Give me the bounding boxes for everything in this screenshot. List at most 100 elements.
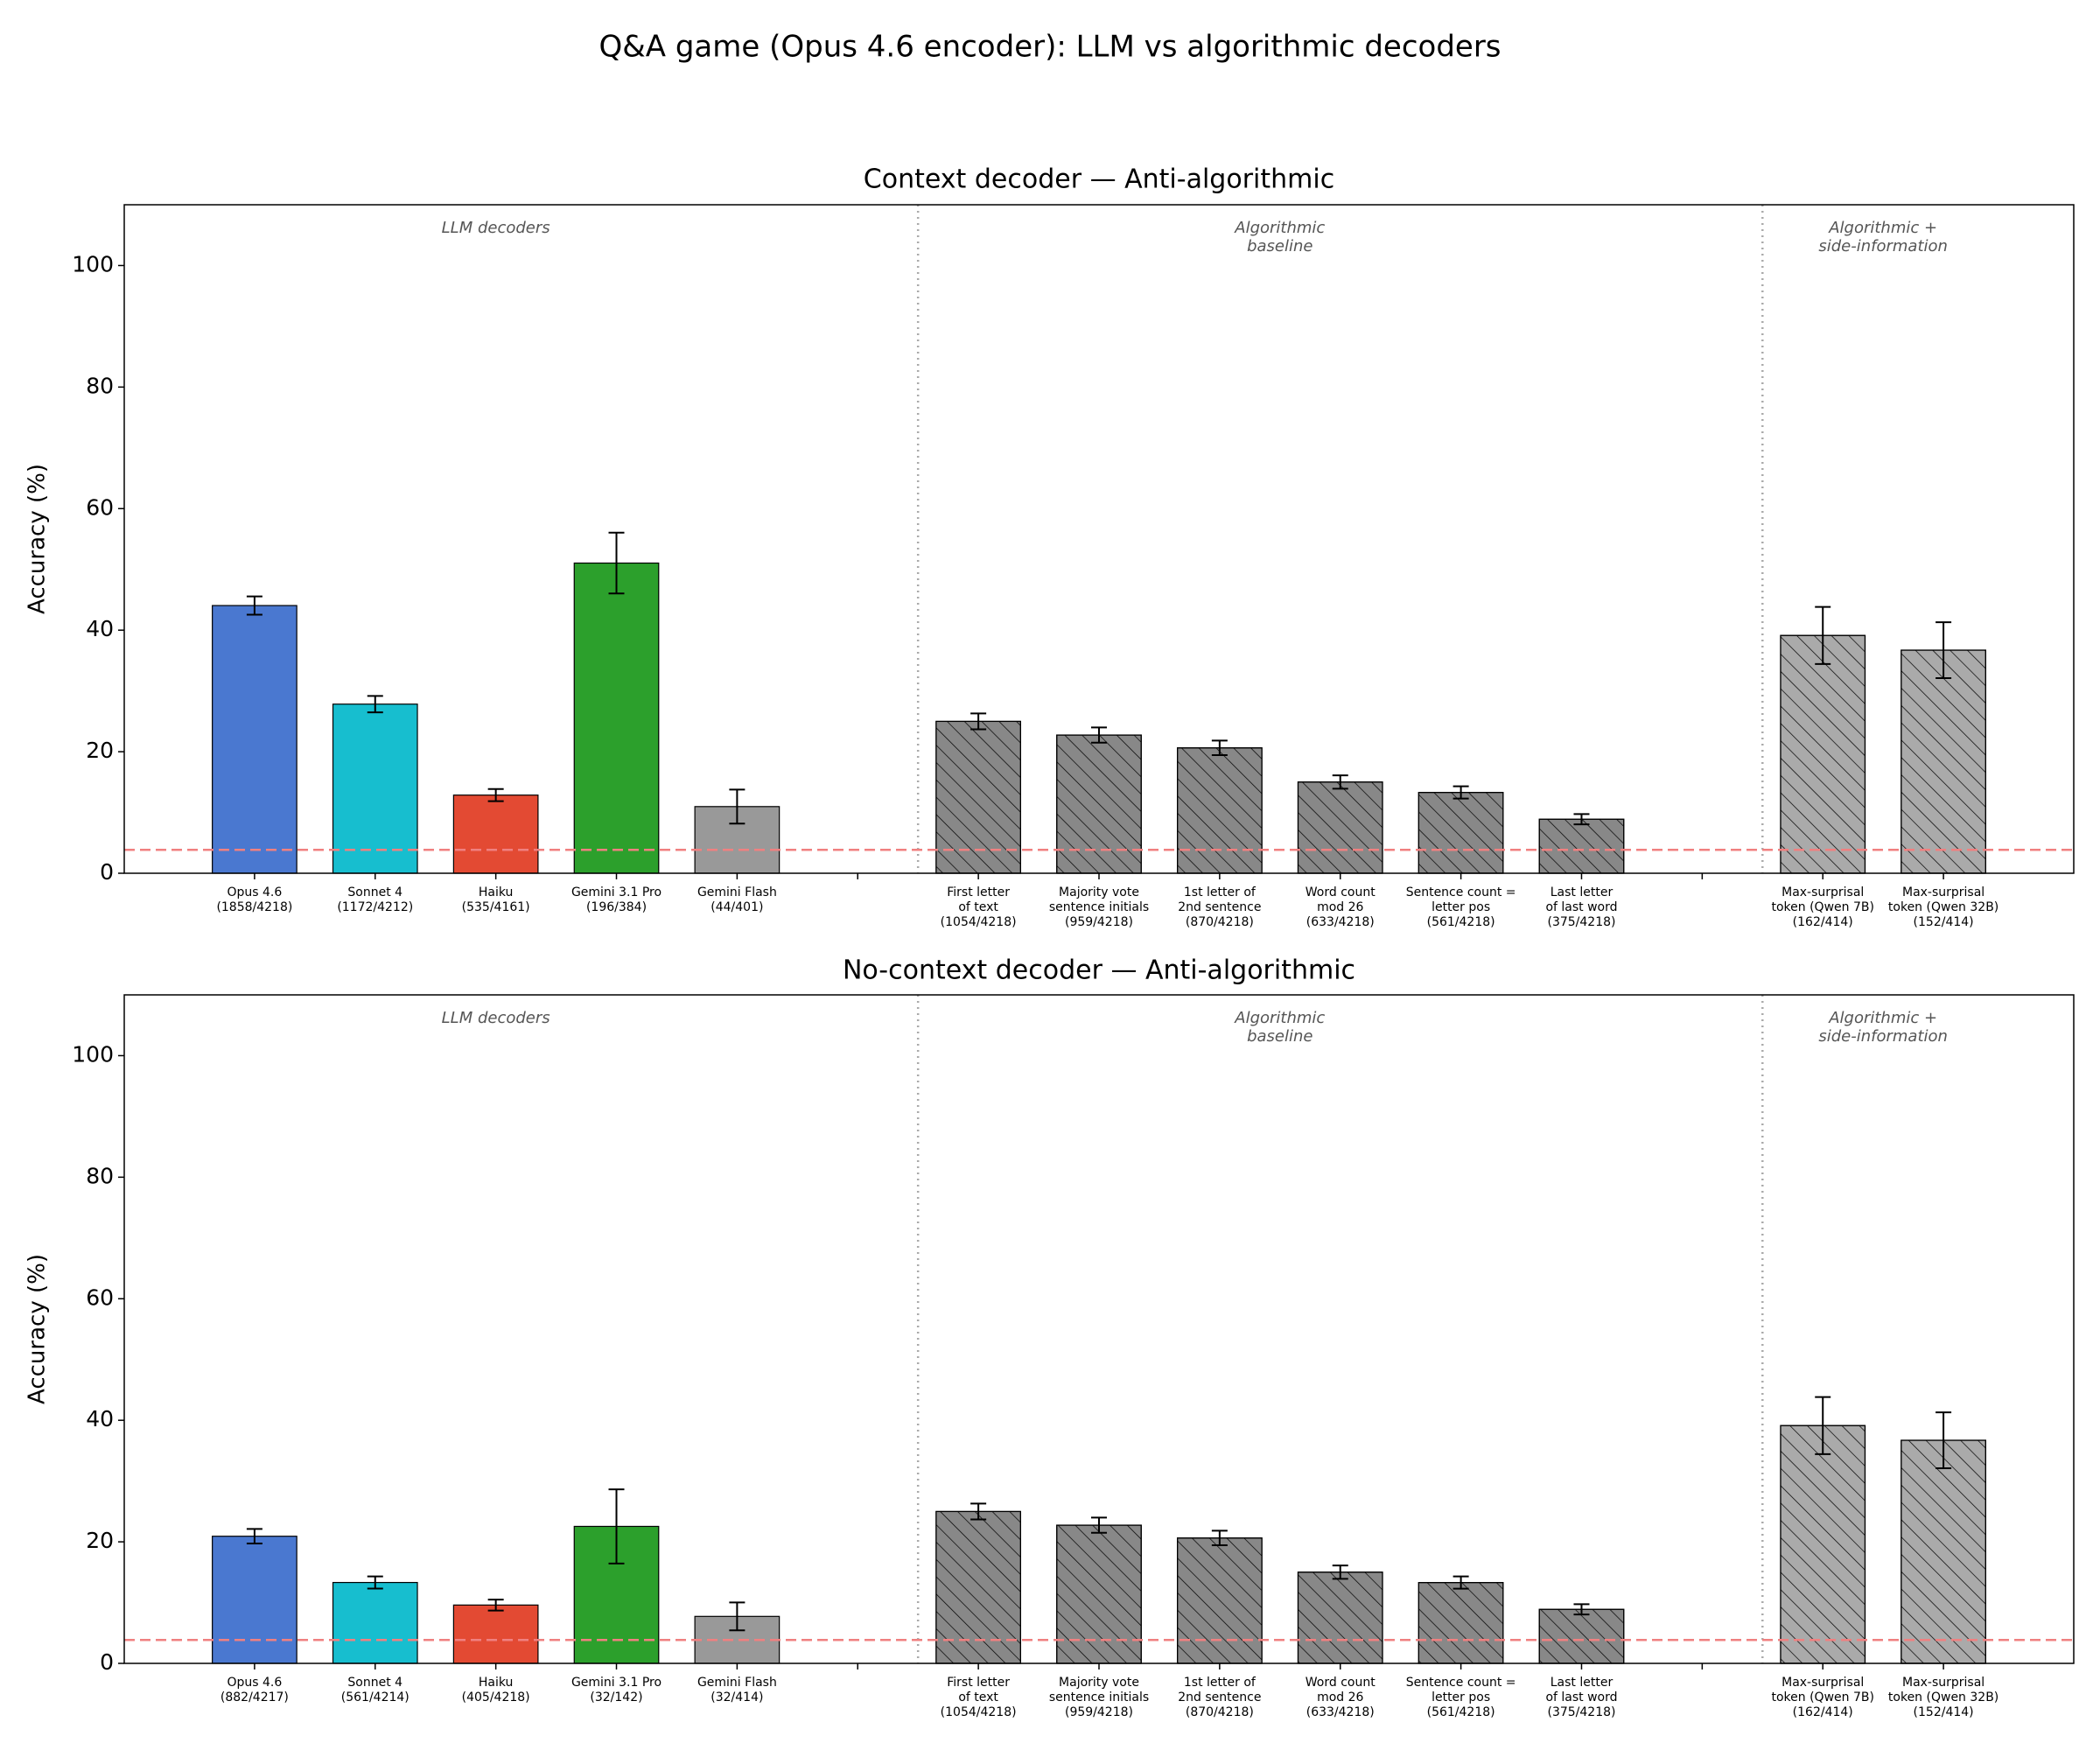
y-axis-label: Accuracy (%) — [24, 464, 51, 614]
x-tick-label: Max-surprisal token (Qwen 32B) (152/414) — [1888, 886, 1998, 929]
error-bar — [1815, 1396, 1831, 1455]
x-tick-label: Sentence count = letter pos (561/4218) — [1406, 886, 1516, 929]
error-bar — [1091, 726, 1107, 744]
bar-hatch — [1056, 1524, 1142, 1664]
y-tick-label: 20 — [86, 738, 114, 763]
bar — [573, 562, 660, 874]
x-tick-label: Gemini 3.1 Pro (32/142) — [571, 1676, 662, 1704]
error-bar — [1936, 1411, 1952, 1469]
bar-hatch — [1297, 1572, 1383, 1664]
bar-hatch — [1538, 818, 1625, 874]
y-tick-label: 60 — [86, 494, 114, 520]
bar-hatch — [1418, 792, 1504, 874]
figure-title: Q&A game (Opus 4.6 encoder): LLM vs algo… — [598, 30, 1501, 65]
bar-hatch — [1297, 781, 1383, 874]
error-bar — [1332, 1564, 1348, 1580]
chart-title: No-context decoder — Anti-algorithmic — [843, 956, 1355, 986]
error-bar — [1573, 813, 1590, 826]
chart-title: Context decoder — Anti-algorithmic — [864, 164, 1334, 195]
y-tick-label: 100 — [72, 1041, 114, 1067]
x-tick-label: Opus 4.6 (882/4217) — [220, 1676, 289, 1704]
y-tick-label: 80 — [86, 1163, 114, 1188]
error-bar — [487, 1599, 504, 1612]
x-tick-label: 1st letter of 2nd sentence (870/4218) — [1178, 886, 1261, 929]
error-bar — [1573, 1603, 1590, 1616]
y-tick-label: 40 — [86, 616, 114, 641]
x-tick-label: Sentence count = letter pos (561/4218) — [1406, 1676, 1516, 1719]
group-label: Algorithmic baseline — [1234, 1009, 1325, 1046]
x-tick-label: First letter of text (1054/4218) — [941, 1676, 1017, 1719]
error-bar — [1091, 1516, 1107, 1534]
bar — [452, 794, 539, 874]
x-tick-label: Max-surprisal token (Qwen 7B) (162/414) — [1772, 1676, 1874, 1719]
x-tick-label: Word count mod 26 (633/4218) — [1306, 886, 1376, 929]
group-label: LLM decoders — [442, 219, 550, 237]
y-tick-label: 20 — [86, 1528, 114, 1553]
bar — [332, 704, 418, 874]
bar-hatch — [1538, 1608, 1625, 1664]
x-tick-label: Last letter of last word (375/4218) — [1545, 886, 1617, 929]
error-bar — [970, 712, 987, 731]
error-bar — [729, 1601, 746, 1632]
bar-hatch — [935, 720, 1021, 874]
error-bar — [1936, 621, 1952, 679]
bar-hatch — [1900, 649, 1986, 874]
bar — [452, 1604, 539, 1664]
bar-hatch — [1780, 634, 1866, 874]
error-bar — [1211, 739, 1228, 757]
bar-hatch — [1900, 1439, 1986, 1664]
x-tick-label: Max-surprisal token (Qwen 32B) (152/414) — [1888, 1676, 1998, 1719]
y-tick-label: 0 — [100, 1649, 114, 1675]
x-tick-label: Max-surprisal token (Qwen 7B) (162/414) — [1772, 886, 1874, 929]
x-tick-label: Gemini Flash (44/401) — [697, 886, 777, 914]
error-bar — [246, 1528, 262, 1545]
bar — [212, 605, 298, 874]
bar — [332, 1581, 418, 1664]
error-bar — [1452, 785, 1469, 800]
error-bar — [487, 788, 504, 802]
x-tick-label: Opus 4.6 (1858/4218) — [216, 886, 292, 914]
y-tick-label: 80 — [86, 373, 114, 398]
x-tick-label: Word count mod 26 (633/4218) — [1306, 1676, 1376, 1719]
bar-hatch — [1177, 747, 1263, 874]
axes-frame — [123, 204, 2075, 874]
y-tick-label: 100 — [72, 251, 114, 276]
group-label: Algorithmic + side-information — [1818, 1009, 1948, 1046]
y-tick-label: 0 — [100, 859, 114, 885]
bar-hatch — [1056, 734, 1142, 874]
group-label: LLM decoders — [442, 1009, 550, 1027]
error-bar — [367, 695, 383, 714]
error-bar — [1332, 774, 1348, 790]
bar-hatch — [1780, 1424, 1866, 1664]
error-bar — [729, 788, 746, 825]
bar-hatch — [935, 1510, 1021, 1664]
error-bar — [1211, 1530, 1228, 1547]
x-tick-label: Sonnet 4 (561/4214) — [341, 1676, 410, 1704]
x-tick-label: Gemini 3.1 Pro (196/384) — [571, 886, 662, 914]
y-tick-label: 40 — [86, 1406, 114, 1432]
group-label: Algorithmic + side-information — [1818, 219, 1948, 256]
x-tick-label: Last letter of last word (375/4218) — [1545, 1676, 1617, 1719]
error-bar — [1452, 1575, 1469, 1590]
x-tick-label: Majority vote sentence initials (959/4218) — [1049, 886, 1149, 929]
bar-hatch — [1177, 1537, 1263, 1664]
error-bar — [608, 531, 625, 595]
error-bar — [246, 595, 262, 616]
bar — [212, 1536, 298, 1664]
group-label: Algorithmic baseline — [1234, 219, 1325, 256]
x-tick-label: First letter of text (1054/4218) — [941, 886, 1017, 929]
x-tick-label: Haiku (405/4218) — [462, 1676, 530, 1704]
bar-hatch — [1418, 1582, 1504, 1664]
error-bar — [970, 1502, 987, 1521]
error-bar — [1815, 606, 1831, 665]
x-tick-label: Gemini Flash (32/414) — [697, 1676, 777, 1704]
axes-frame — [123, 994, 2075, 1664]
y-axis-label: Accuracy (%) — [24, 1254, 51, 1404]
x-tick-label: Haiku (535/4161) — [462, 886, 530, 914]
error-bar — [367, 1575, 383, 1590]
x-tick-label: Sonnet 4 (1172/4212) — [337, 886, 413, 914]
y-tick-label: 60 — [86, 1284, 114, 1310]
x-tick-label: Majority vote sentence initials (959/4218) — [1049, 1676, 1149, 1719]
error-bar — [608, 1488, 625, 1564]
